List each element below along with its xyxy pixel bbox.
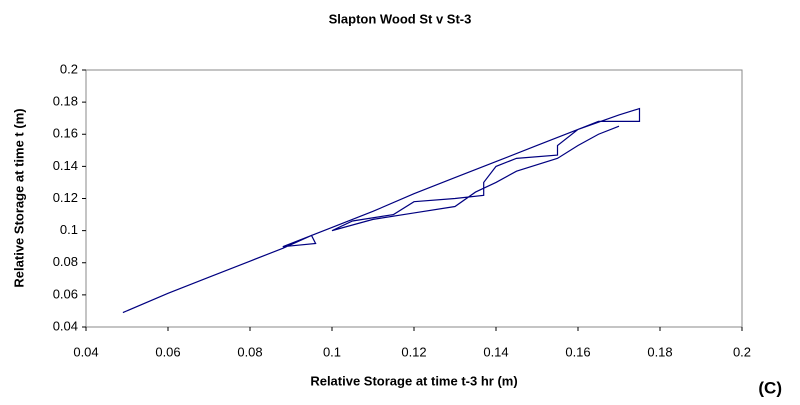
x-tick-label: 0.2 [733, 344, 751, 359]
chart-title: Slapton Wood St v St-3 [329, 11, 472, 26]
x-tick-label: 0.06 [155, 344, 180, 359]
x-tick-label: 0.08 [237, 344, 262, 359]
data-line [122, 107, 641, 314]
y-tick-label: 0.16 [53, 126, 78, 141]
y-tick-label: 0.08 [53, 254, 78, 269]
y-tick-label: 0.04 [53, 318, 78, 333]
y-tick-label: 0.06 [53, 286, 78, 301]
annotation: (C) [758, 378, 782, 397]
y-tick-label: 0.2 [60, 61, 78, 76]
x-tick-label: 0.14 [483, 344, 508, 359]
y-axis-title: Relative Storage at time t (m) [11, 108, 26, 287]
x-tick-label: 0.16 [565, 344, 590, 359]
x-tick-label: 0.04 [73, 344, 98, 359]
x-tick-label: 0.1 [323, 344, 341, 359]
plot-area [85, 69, 743, 328]
x-tick-label: 0.18 [647, 344, 672, 359]
x-axis-title: Relative Storage at time t-3 hr (m) [310, 373, 517, 388]
y-tick-label: 0.1 [60, 222, 78, 237]
y-tick-label: 0.14 [53, 158, 78, 173]
y-tick-label: 0.12 [53, 190, 78, 205]
x-tick-label: 0.12 [401, 344, 426, 359]
y-tick-label: 0.18 [53, 94, 78, 109]
